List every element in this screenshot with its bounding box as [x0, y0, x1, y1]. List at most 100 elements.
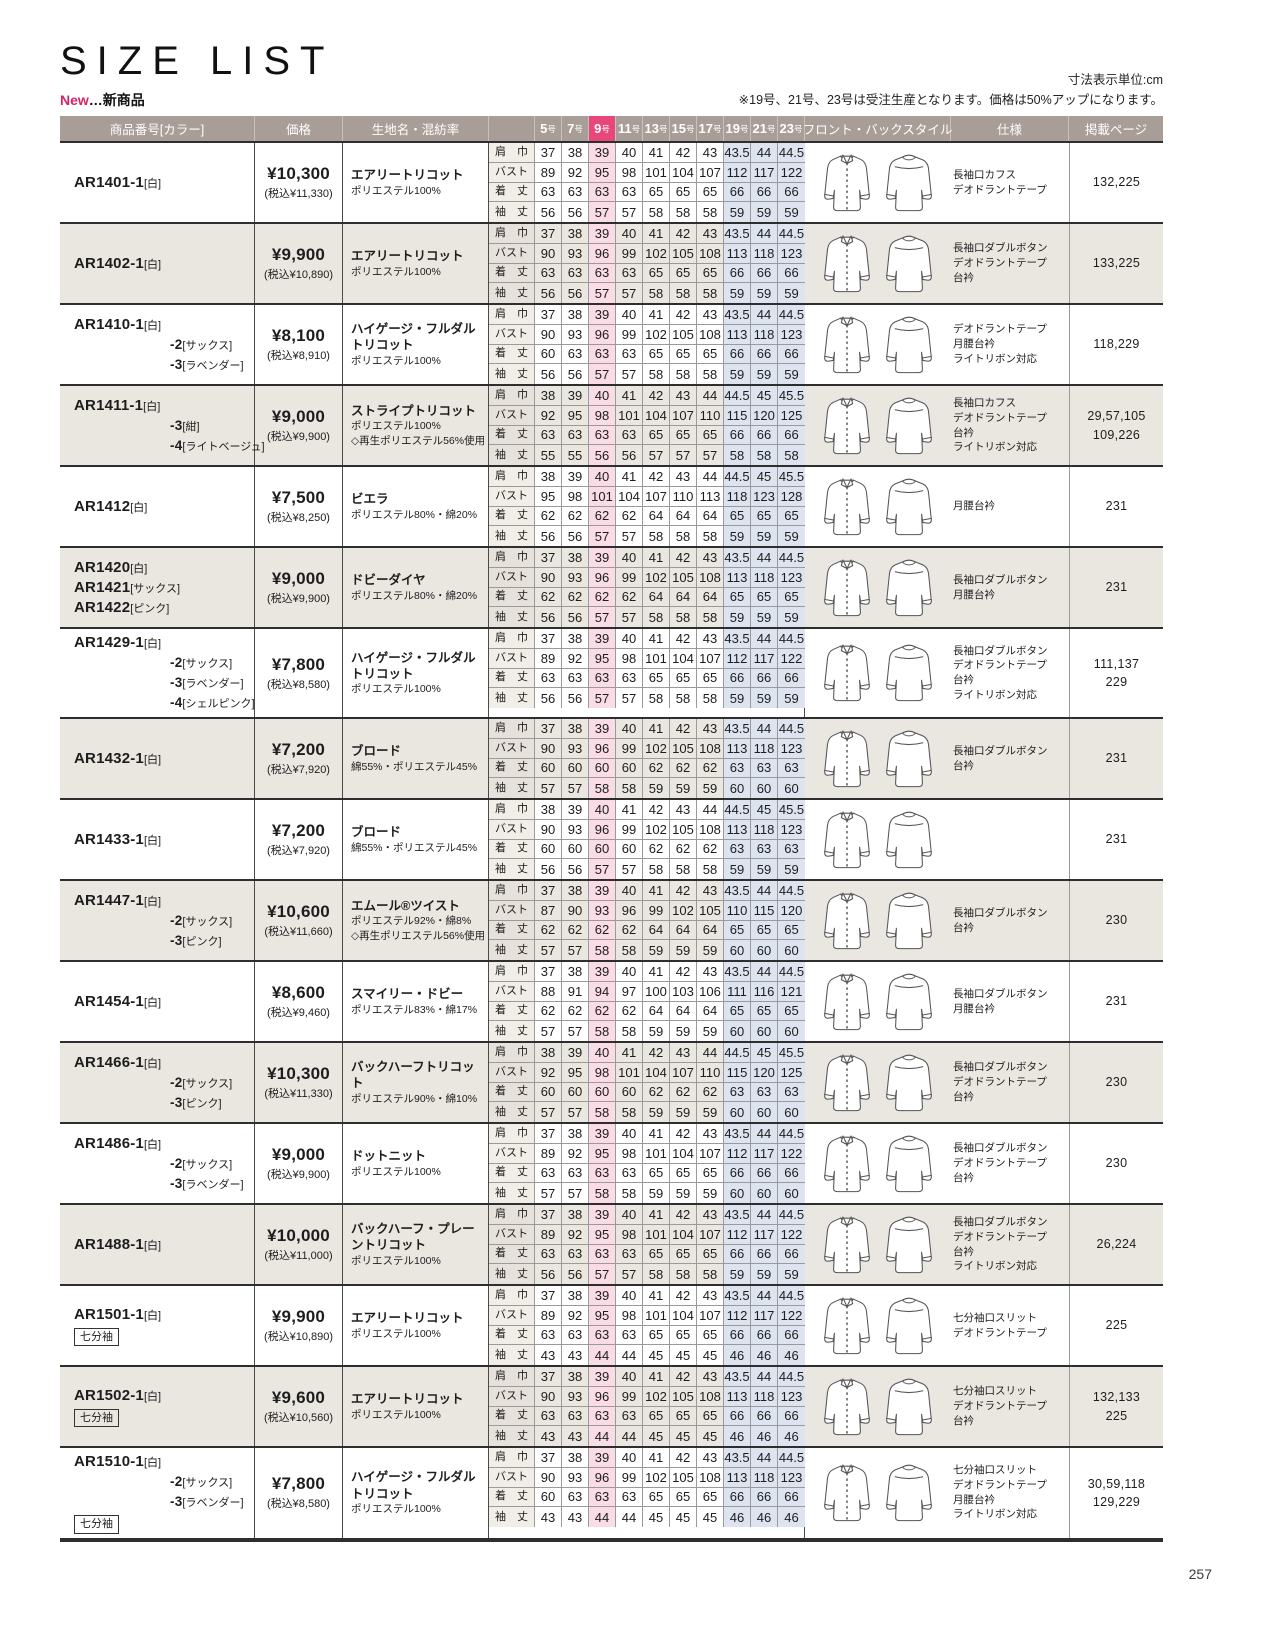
measure-value: 38 [562, 548, 589, 568]
measure-value: 96 [589, 567, 616, 588]
measure-value: 57 [589, 688, 616, 708]
measure-label-char: 肩 [495, 550, 506, 563]
measure-value: 63 [616, 1163, 643, 1184]
measure-value: 108 [697, 738, 724, 759]
measure-value: 63 [751, 1082, 778, 1103]
measure-value: 60 [535, 1082, 562, 1103]
fabric-name: ハイゲージ・フルダルトリコット [351, 1470, 476, 1501]
measure-value: 58 [670, 1264, 697, 1284]
measure-value: 123 [778, 1386, 805, 1407]
measure-label: バスト [489, 486, 535, 507]
measurement-grid: 肩巾 38 39 40 41 42 43 44 44.5 45 45.5 バスト 95 98 101 104 1… [489, 467, 805, 546]
tax-included-price: (税込¥7,920) [267, 764, 330, 776]
measure-value: 66 [778, 1487, 805, 1508]
measure-value: 95 [589, 162, 616, 183]
spec-line: 七分袖口スリット [953, 1385, 1037, 1398]
col-header-product: 商品番号[カラー] [60, 116, 255, 141]
measure-value: 44 [751, 629, 778, 649]
measure-value: 44 [751, 143, 778, 163]
measure-value: 43 [697, 962, 724, 982]
measure-value: 66 [751, 668, 778, 689]
measure-value: 56 [535, 1264, 562, 1284]
measure-value: 104 [670, 1305, 697, 1326]
fabric-composition: ポリエステル100% [351, 683, 441, 696]
price-cell: ¥8,600 (税込¥9,460) [255, 962, 343, 1041]
measure-value: 63 [589, 668, 616, 689]
measure-value: 57 [562, 1102, 589, 1122]
fabric-composition: 綿55%・ポリエステル45% [351, 760, 478, 773]
measure-label-char: 着 [495, 671, 506, 684]
measure-value: 43 [697, 1448, 724, 1468]
measure-value: 39 [589, 1124, 616, 1144]
measure-label-char: 丈 [517, 205, 528, 218]
spec-cell: 長袖口ダブルボタン 台衿 [951, 881, 1069, 960]
measure-value: 96 [589, 819, 616, 840]
fabric-name: エムール®ツイスト [351, 899, 460, 914]
product-color-name: [紺] [182, 420, 200, 433]
measurement-block: 肩巾 37 38 39 40 41 42 43 43.5 44 44.5 バスト 88 91 94 97 100… [489, 962, 805, 1041]
product-code: -2 [170, 1155, 183, 1171]
measure-value: 117 [751, 648, 778, 669]
measure-value: 57 [562, 1183, 589, 1203]
page-ref: 230 [1105, 1075, 1128, 1090]
measurement-grid: 肩巾 38 39 40 41 42 43 44 44.5 45 45.5 バスト 92 95 98 101 10… [489, 386, 805, 465]
price-cell: ¥9,000 (税込¥9,900) [255, 548, 343, 627]
size-number: 19 [725, 121, 740, 136]
measure-label-char: 袖 [495, 1186, 506, 1199]
blouse-front-icon [824, 972, 870, 1030]
measure-label-char: 巾 [517, 964, 528, 977]
product-code-line: -3[ラベンダー] [74, 1492, 248, 1512]
measure-value: 39 [589, 224, 616, 244]
measure-label-char: 袖 [495, 781, 506, 794]
measure-value: 60 [616, 758, 643, 779]
measure-value: 106 [697, 981, 724, 1002]
measure-value: 62 [589, 506, 616, 527]
measure-value: 38 [535, 467, 562, 487]
measure-value: 43 [670, 467, 697, 487]
measure-value: 60 [562, 839, 589, 860]
measurement-grid: 肩巾 37 38 39 40 41 42 43 43.5 44 44.5 バスト 90 93 96 99 102… [489, 305, 805, 384]
measure-value: 66 [778, 668, 805, 689]
product-row: AR1401-1[白] ¥10,300 (税込¥11,330) エアリートリコット ポリ… [60, 143, 1163, 224]
measure-value: 59 [778, 688, 805, 708]
measure-value: 56 [535, 688, 562, 708]
measure-value: 117 [751, 1305, 778, 1326]
measure-value: 62 [589, 920, 616, 941]
spec-line: 台衿 [953, 759, 974, 772]
product-cell: AR1412[白] [60, 467, 255, 546]
product-row: AR1433-1[白] ¥7,200 (税込¥7,920) ブロード 綿55%・ポリエス… [60, 800, 1163, 881]
measure-label: 着丈 [489, 1163, 535, 1184]
measure-value: 43 [697, 224, 724, 244]
measure-value: 62 [535, 920, 562, 941]
measure-value: 104 [616, 486, 643, 507]
tax-included-price: (税込¥11,000) [264, 1250, 333, 1262]
measure-value: 58 [670, 283, 697, 303]
measure-label-char: 丈 [517, 185, 528, 198]
measure-value: 110 [697, 1062, 724, 1083]
measure-value: 43 [697, 548, 724, 568]
measure-value: 43.5 [724, 305, 751, 325]
measure-value: 107 [697, 162, 724, 183]
measure-value: 63 [535, 263, 562, 284]
fabric-cell: ハイゲージ・フルダルトリコット ポリエステル100% [343, 305, 489, 384]
measure-label-char: 丈 [517, 1004, 528, 1017]
measure-value: 90 [535, 738, 562, 759]
measure-value: 90 [535, 819, 562, 840]
measure-value: 96 [589, 243, 616, 264]
measure-label-char: 肩 [495, 631, 506, 644]
blouse-back-icon [886, 1054, 932, 1111]
measure-value: 44.5 [778, 881, 805, 901]
style-cell [805, 1043, 951, 1122]
price: ¥7,800 [271, 654, 326, 674]
measure-value: 58 [670, 859, 697, 879]
price-cell: ¥10,300 (税込¥11,330) [255, 1043, 343, 1122]
spec-line: 台衿 [953, 1171, 974, 1184]
product-cell: AR1401-1[白] [60, 143, 255, 222]
measure-value: 40 [589, 800, 616, 820]
measure-value: 38 [562, 1448, 589, 1468]
page-ref: 26,224 [1096, 1237, 1137, 1252]
measure-value: 58 [670, 688, 697, 708]
measure-value: 45 [697, 1345, 724, 1365]
measure-value: 58 [697, 283, 724, 303]
measure-value: 44 [697, 1043, 724, 1063]
